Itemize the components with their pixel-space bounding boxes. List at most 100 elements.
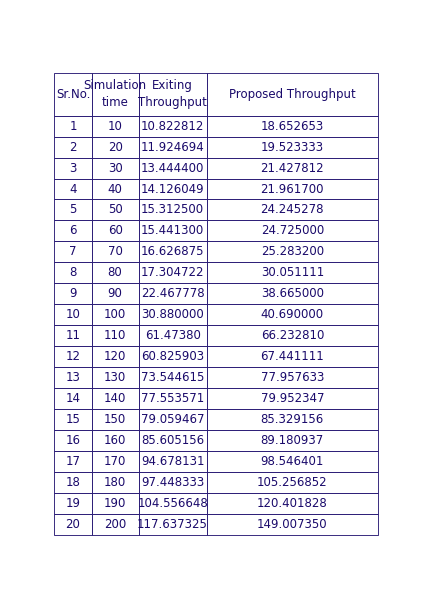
Bar xyxy=(138,116,206,137)
Text: 66.232810: 66.232810 xyxy=(261,329,324,342)
Text: 77.957633: 77.957633 xyxy=(261,371,324,384)
Text: 13.444400: 13.444400 xyxy=(141,161,204,175)
Bar xyxy=(54,430,92,451)
Bar xyxy=(54,325,92,346)
Text: Exiting
Throughput: Exiting Throughput xyxy=(138,79,207,110)
Bar xyxy=(138,409,206,430)
Text: 61.47380: 61.47380 xyxy=(145,329,200,342)
Bar xyxy=(206,179,378,199)
Text: 79.059467: 79.059467 xyxy=(141,413,204,426)
Text: 150: 150 xyxy=(104,413,126,426)
Bar xyxy=(206,514,378,535)
Text: 190: 190 xyxy=(104,497,126,510)
Text: 180: 180 xyxy=(104,476,126,489)
Bar xyxy=(54,262,92,284)
Bar xyxy=(54,284,92,304)
Text: 120.401828: 120.401828 xyxy=(257,497,328,510)
Text: 80: 80 xyxy=(108,266,122,279)
Bar xyxy=(54,472,92,493)
Bar xyxy=(138,199,206,220)
Bar xyxy=(92,304,138,325)
Text: 97.448333: 97.448333 xyxy=(141,476,204,489)
Bar xyxy=(206,304,378,325)
Text: 4: 4 xyxy=(69,182,77,196)
Text: 10.822812: 10.822812 xyxy=(141,120,204,132)
Text: 149.007350: 149.007350 xyxy=(257,518,327,531)
Text: 7: 7 xyxy=(69,246,77,258)
Bar xyxy=(54,220,92,241)
Bar xyxy=(138,514,206,535)
Text: 105.256852: 105.256852 xyxy=(257,476,327,489)
Text: 30.880000: 30.880000 xyxy=(141,308,204,321)
Text: 85.605156: 85.605156 xyxy=(141,434,204,447)
Text: 85.329156: 85.329156 xyxy=(261,413,324,426)
Bar xyxy=(54,241,92,262)
Text: 110: 110 xyxy=(104,329,126,342)
Bar xyxy=(92,179,138,199)
Bar xyxy=(54,493,92,514)
Bar xyxy=(92,284,138,304)
Bar xyxy=(138,262,206,284)
Text: 77.553571: 77.553571 xyxy=(141,392,204,405)
Text: 200: 200 xyxy=(104,518,126,531)
Text: 100: 100 xyxy=(104,308,126,321)
Bar xyxy=(206,367,378,388)
Bar xyxy=(92,493,138,514)
Bar xyxy=(206,493,378,514)
Text: 13: 13 xyxy=(65,371,81,384)
Text: 17.304722: 17.304722 xyxy=(141,266,204,279)
Bar xyxy=(138,304,206,325)
Bar xyxy=(92,325,138,346)
Text: 18: 18 xyxy=(65,476,81,489)
Text: 25.283200: 25.283200 xyxy=(261,246,324,258)
Bar xyxy=(138,472,206,493)
Text: 38.665000: 38.665000 xyxy=(261,287,324,300)
Text: Simulation
time: Simulation time xyxy=(84,79,147,110)
Bar xyxy=(54,367,92,388)
Text: 104.556648: 104.556648 xyxy=(137,497,208,510)
Text: 6: 6 xyxy=(69,225,77,237)
Bar xyxy=(92,451,138,472)
Bar xyxy=(92,388,138,409)
Text: 3: 3 xyxy=(69,161,77,175)
Text: 15.312500: 15.312500 xyxy=(141,203,204,217)
Bar xyxy=(92,367,138,388)
Bar xyxy=(92,472,138,493)
Text: 98.546401: 98.546401 xyxy=(261,455,324,468)
Text: 50: 50 xyxy=(108,203,122,217)
Bar xyxy=(206,451,378,472)
Text: 11.924694: 11.924694 xyxy=(141,141,204,154)
Bar xyxy=(92,199,138,220)
Bar xyxy=(92,241,138,262)
Text: 1: 1 xyxy=(69,120,77,132)
Bar xyxy=(54,137,92,158)
Bar xyxy=(138,451,206,472)
Text: 90: 90 xyxy=(108,287,122,300)
Text: 12: 12 xyxy=(65,350,81,363)
Bar xyxy=(138,284,206,304)
Bar xyxy=(138,220,206,241)
Text: 8: 8 xyxy=(69,266,77,279)
Text: 16.626875: 16.626875 xyxy=(141,246,204,258)
Bar xyxy=(206,284,378,304)
Text: 17: 17 xyxy=(65,455,81,468)
Text: 40: 40 xyxy=(108,182,122,196)
Text: 5: 5 xyxy=(69,203,77,217)
Text: 24.725000: 24.725000 xyxy=(261,225,324,237)
Bar xyxy=(206,158,378,179)
Bar xyxy=(206,430,378,451)
Bar xyxy=(206,137,378,158)
Text: 15.441300: 15.441300 xyxy=(141,225,204,237)
Bar xyxy=(54,451,92,472)
Text: 20: 20 xyxy=(65,518,81,531)
Text: 70: 70 xyxy=(108,246,122,258)
Bar xyxy=(54,304,92,325)
Text: 130: 130 xyxy=(104,371,126,384)
Bar xyxy=(138,493,206,514)
Bar xyxy=(138,367,206,388)
Bar xyxy=(54,346,92,367)
Bar xyxy=(138,137,206,158)
Bar xyxy=(206,409,378,430)
Bar xyxy=(206,325,378,346)
Text: 117.637325: 117.637325 xyxy=(137,518,208,531)
